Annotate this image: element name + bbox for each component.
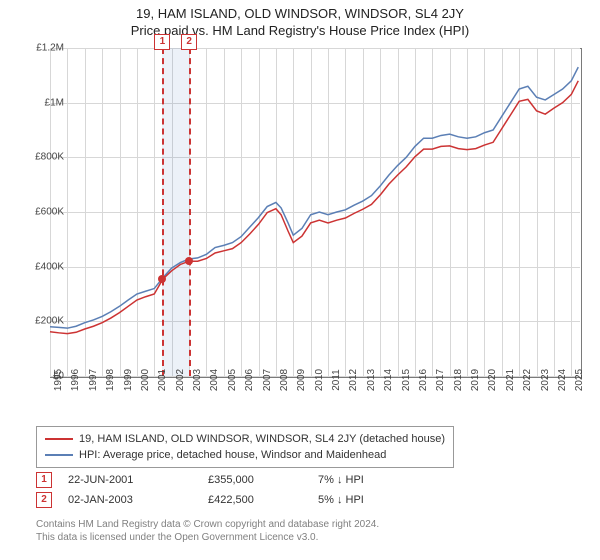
sale-date: 02-JAN-2003 xyxy=(68,494,208,506)
line-series xyxy=(50,48,580,376)
footer-attribution: Contains HM Land Registry data © Crown c… xyxy=(36,518,379,544)
x-axis-label: 2004 xyxy=(209,369,220,391)
chart-title: 19, HAM ISLAND, OLD WINDSOR, WINDSOR, SL… xyxy=(0,0,600,21)
x-axis-label: 2006 xyxy=(244,369,255,391)
x-axis-label: 2010 xyxy=(314,369,325,391)
x-axis-label: 2000 xyxy=(140,369,151,391)
sale-marker-box: 1 xyxy=(154,34,170,50)
legend-item: HPI: Average price, detached house, Wind… xyxy=(45,447,445,463)
sale-change: 5% ↓ HPI xyxy=(318,494,438,506)
legend-item: 19, HAM ISLAND, OLD WINDSOR, WINDSOR, SL… xyxy=(45,431,445,447)
legend-swatch xyxy=(45,454,73,456)
y-axis-label: £400K xyxy=(35,261,64,272)
y-axis-label: £200K xyxy=(35,316,64,327)
y-axis-label: £800K xyxy=(35,152,64,163)
x-axis-label: 2015 xyxy=(401,369,412,391)
x-axis-label: 2025 xyxy=(574,369,585,391)
x-axis-label: 2021 xyxy=(505,369,516,391)
series-hpi xyxy=(50,67,578,328)
x-axis-label: 2005 xyxy=(227,369,238,391)
sale-price: £422,500 xyxy=(208,494,318,506)
series-property xyxy=(50,81,578,334)
x-axis-label: 1996 xyxy=(70,369,81,391)
x-axis-label: 2018 xyxy=(453,369,464,391)
y-axis-label: £1.2M xyxy=(36,43,64,54)
sale-price: £355,000 xyxy=(208,474,318,486)
x-axis-label: 2001 xyxy=(157,369,168,391)
x-axis-label: 2002 xyxy=(175,369,186,391)
x-axis-label: 2019 xyxy=(470,369,481,391)
footer-line1: Contains HM Land Registry data © Crown c… xyxy=(36,518,379,531)
sale-change: 7% ↓ HPI xyxy=(318,474,438,486)
x-axis-label: 2020 xyxy=(487,369,498,391)
x-axis-label: 2013 xyxy=(366,369,377,391)
sales-table: 1 22-JUN-2001£355,0007% ↓ HPI 2 02-JAN-2003… xyxy=(36,470,438,510)
legend-label: HPI: Average price, detached house, Wind… xyxy=(79,447,386,463)
y-axis-label: £1M xyxy=(45,97,64,108)
legend-label: 19, HAM ISLAND, OLD WINDSOR, WINDSOR, SL… xyxy=(79,431,445,447)
sale-vline xyxy=(162,48,164,376)
sale-point xyxy=(185,257,193,265)
sale-vline xyxy=(189,48,191,376)
chart-area: 12 xyxy=(50,48,580,376)
sale-row-marker: 2 xyxy=(36,492,52,508)
x-axis-label: 2017 xyxy=(435,369,446,391)
footer-line2: This data is licensed under the Open Gov… xyxy=(36,531,379,544)
y-axis-label: £600K xyxy=(35,207,64,218)
sale-row: 1 22-JUN-2001£355,0007% ↓ HPI xyxy=(36,470,438,490)
legend: 19, HAM ISLAND, OLD WINDSOR, WINDSOR, SL… xyxy=(36,426,454,468)
x-axis-label: 2007 xyxy=(262,369,273,391)
x-axis-label: 1995 xyxy=(53,369,64,391)
sale-row-marker: 1 xyxy=(36,472,52,488)
x-axis-label: 2008 xyxy=(279,369,290,391)
x-axis-label: 2024 xyxy=(557,369,568,391)
x-axis-label: 2003 xyxy=(192,369,203,391)
x-axis-label: 2012 xyxy=(348,369,359,391)
sale-row: 2 02-JAN-2003£422,5005% ↓ HPI xyxy=(36,490,438,510)
x-axis-label: 1998 xyxy=(105,369,116,391)
x-axis-label: 1999 xyxy=(123,369,134,391)
x-axis-label: 2022 xyxy=(522,369,533,391)
x-axis-label: 2016 xyxy=(418,369,429,391)
sale-date: 22-JUN-2001 xyxy=(68,474,208,486)
x-axis-label: 1997 xyxy=(88,369,99,391)
x-axis-label: 2011 xyxy=(331,369,342,391)
legend-swatch xyxy=(45,438,73,440)
x-axis-label: 2023 xyxy=(540,369,551,391)
x-axis-label: 2014 xyxy=(383,369,394,391)
chart-subtitle: Price paid vs. HM Land Registry's House … xyxy=(0,21,600,38)
sale-marker-box: 2 xyxy=(181,34,197,50)
x-axis-label: 2009 xyxy=(296,369,307,391)
sale-point xyxy=(158,275,166,283)
